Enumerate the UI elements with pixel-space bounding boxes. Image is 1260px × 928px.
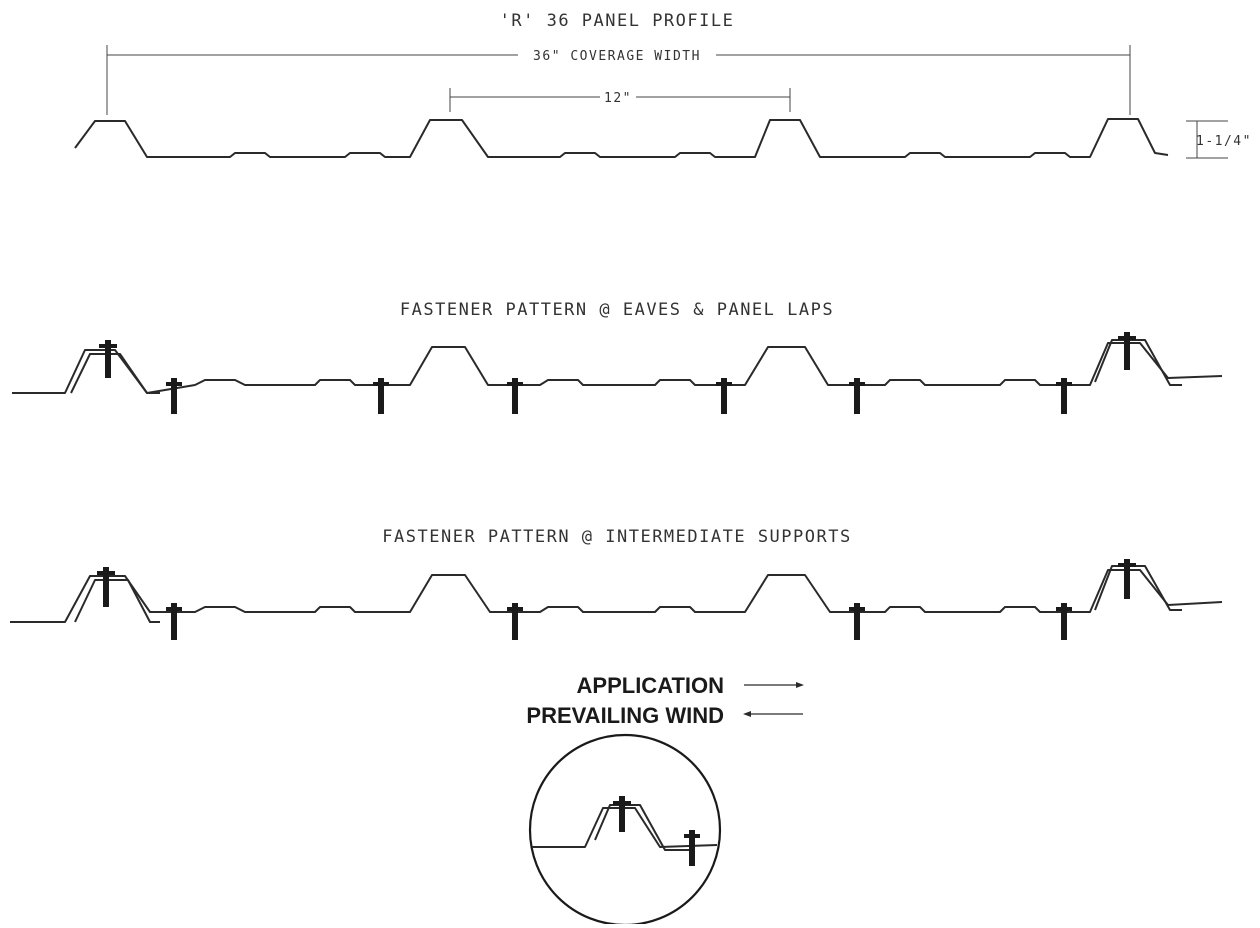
intermediate-pattern bbox=[10, 559, 1223, 640]
rib-spacing-label: 12" bbox=[604, 91, 632, 106]
fastener-icon bbox=[1118, 559, 1136, 599]
arrow-left-icon bbox=[743, 711, 751, 717]
rib-height-label: 1-1/4" bbox=[1196, 134, 1252, 149]
fastener-icon bbox=[99, 340, 117, 378]
fastener-icon bbox=[1056, 378, 1072, 414]
rib-height-dimension: 1-1/4" bbox=[1186, 120, 1252, 159]
fastener-icon bbox=[849, 603, 865, 640]
fastener-icon bbox=[97, 567, 115, 607]
eaves-pattern bbox=[12, 332, 1223, 414]
fastener-icon bbox=[507, 603, 523, 640]
fastener-icon bbox=[1118, 332, 1136, 370]
prevailing-wind-legend: PREVAILING WIND bbox=[526, 703, 803, 728]
eaves-title: FASTENER PATTERN @ EAVES & PANEL LAPS bbox=[400, 300, 834, 320]
panel-profile-outline bbox=[74, 118, 1169, 158]
fastener-icon bbox=[166, 378, 182, 414]
fastener-icon bbox=[716, 378, 732, 414]
fastener-icon bbox=[684, 830, 700, 866]
fastener-icon bbox=[507, 378, 523, 414]
application-legend: APPLICATION bbox=[577, 673, 804, 698]
application-label: APPLICATION bbox=[577, 673, 724, 698]
profile-title: 'R' 36 PANEL PROFILE bbox=[500, 11, 735, 31]
coverage-width-label: 36" COVERAGE WIDTH bbox=[533, 49, 701, 64]
fastener-icon bbox=[849, 378, 865, 414]
fastener-icon bbox=[373, 378, 389, 414]
intermediate-title: FASTENER PATTERN @ INTERMEDIATE SUPPORTS bbox=[382, 527, 851, 547]
lap-detail-circle bbox=[528, 733, 722, 927]
fastener-icon bbox=[166, 603, 182, 640]
fastener-icon bbox=[1056, 603, 1072, 640]
fastener-icon bbox=[613, 796, 631, 832]
arrow-right-icon bbox=[796, 682, 804, 688]
prevailing-wind-label: PREVAILING WIND bbox=[526, 703, 724, 728]
coverage-width-dimension: 36" COVERAGE WIDTH bbox=[106, 45, 1131, 115]
rib-spacing-dimension: 12" bbox=[449, 88, 791, 112]
